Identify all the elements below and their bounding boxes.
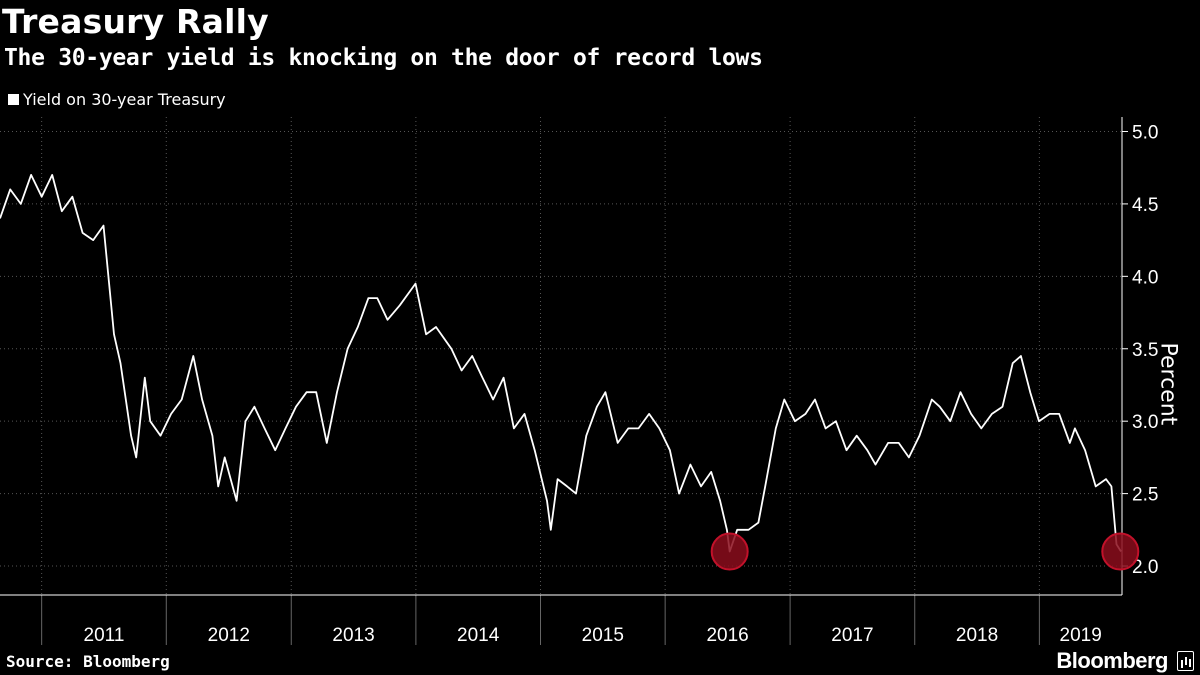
low-marker-circle	[710, 532, 749, 571]
y-tick-label: 2.5	[1132, 485, 1158, 506]
source-note: Source: Bloomberg	[6, 652, 170, 671]
x-tick-label: 2017	[831, 625, 873, 646]
series-line-30yr-yield	[0, 174, 1122, 553]
legend-label: Yield on 30-year Treasury	[23, 90, 226, 109]
x-tick-label: 2014	[457, 625, 500, 646]
y-tick-label: 4.5	[1132, 195, 1158, 216]
x-tick-label: 2019	[1060, 625, 1102, 646]
chart-icon	[1177, 651, 1194, 671]
x-tick-label: 2015	[582, 625, 624, 646]
x-tick-label: 2016	[706, 625, 748, 646]
low-marker-circle	[1101, 532, 1140, 571]
x-tick-label: 2011	[84, 625, 125, 646]
y-axis-label: Percent	[1155, 342, 1181, 426]
x-tick-label: 2013	[332, 625, 374, 646]
y-tick-label: 5.0	[1132, 122, 1158, 143]
legend: Yield on 30-year Treasury	[8, 90, 226, 109]
y-tick-label: 3.5	[1132, 340, 1158, 361]
x-tick-label: 2018	[956, 625, 998, 646]
brand-logo-text: Bloomberg	[1056, 648, 1168, 673]
chart-subtitle: The 30-year yield is knocking on the doo…	[4, 45, 763, 71]
x-tick-label: 2012	[208, 625, 250, 646]
y-tick-label: 4.0	[1132, 267, 1158, 288]
legend-swatch	[8, 94, 19, 105]
chart-title: Treasury Rally	[2, 2, 269, 41]
y-tick-label: 2.0	[1132, 557, 1158, 578]
y-tick-label: 3.0	[1132, 412, 1158, 433]
